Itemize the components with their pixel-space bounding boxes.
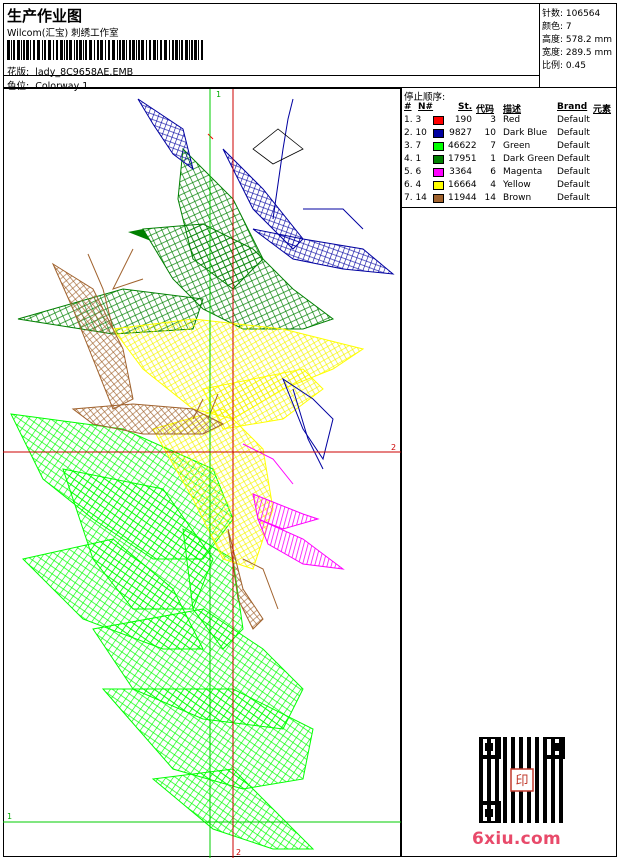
stop-desc: Brown (503, 193, 532, 203)
stop-num: 6. 4 (404, 180, 422, 190)
qr-center-badge: 印 (515, 774, 528, 789)
col-header-num: # (404, 102, 412, 112)
stop-brand: Default (557, 115, 590, 125)
stop-code: 6 (490, 167, 496, 177)
stop-row: 5. 6 3364 6 Magenta Default (402, 167, 618, 180)
color-swatch (433, 194, 444, 203)
page-title: 生产作业图 (7, 7, 83, 25)
stop-stitches: 11944 (448, 193, 477, 203)
stop-brand: Default (557, 154, 590, 164)
stop-num: 4. 1 (404, 154, 422, 164)
stop-num: 3. 7 (404, 141, 422, 151)
stop-stitches: 3364 (449, 167, 472, 177)
axis-label-green-left: 1 (7, 812, 13, 821)
stop-row: 4. 1 17951 1 Dark Green Default (402, 154, 618, 167)
color-swatch (433, 129, 444, 138)
stop-code: 3 (490, 115, 496, 125)
embroidery-design-canvas: 1 1 2 2 (3, 88, 401, 858)
stop-brand: Default (557, 141, 590, 151)
stop-row: 3. 7 46622 7 Green Default (402, 141, 618, 154)
axis-label-green-top: 1 (216, 90, 222, 99)
stop-sequence-title: 停止顺序: (404, 92, 446, 103)
col-header-needle: N# (418, 102, 434, 112)
stop-row: 6. 4 16664 4 Yellow Default (402, 180, 618, 193)
color-count: 颜色: 7 (542, 22, 572, 32)
stop-row: 2. 10 9827 10 Dark Blue Default (402, 128, 618, 141)
col-header-stitches: St. (458, 102, 473, 112)
production-worksheet (3, 3, 617, 857)
col-header-element: 元素 (593, 105, 612, 115)
stitch-count: 针数: 106564 (542, 9, 601, 19)
header-divider (3, 75, 540, 76)
stop-num: 5. 6 (404, 167, 422, 177)
design-height: 高度: 578.2 mm (542, 35, 613, 45)
stop-num: 2. 10 (404, 128, 427, 138)
color-swatch (433, 168, 444, 177)
axis-label-red-right: 2 (391, 443, 397, 452)
qr-code: 印 (479, 737, 565, 823)
color-swatch (433, 155, 444, 164)
design-width: 宽度: 289.5 mm (542, 48, 613, 58)
stop-num: 7. 14 (404, 193, 427, 203)
design-label: 花版: (7, 67, 30, 78)
design-stats-panel: 针数: 106564 颜色: 7 高度: 578.2 mm 宽度: 289.5 … (540, 3, 617, 88)
colorway-line: 色位: Colorway 1 (7, 78, 88, 92)
color-swatch (433, 181, 444, 190)
brown-branch-motif (51, 248, 279, 630)
color-swatch (433, 116, 444, 125)
stop-stitches: 46622 (448, 141, 477, 151)
stop-brand: Default (557, 167, 590, 177)
stop-desc: Magenta (503, 167, 543, 177)
dark-green-bird-motif (17, 147, 335, 335)
col-header-brand: Brand (557, 102, 588, 112)
design-file-name: lady_8C9658AE.EMB (35, 67, 134, 78)
design-scale: 比例: 0.45 (542, 61, 586, 71)
stop-code: 7 (490, 141, 496, 151)
stop-stitches: 190 (454, 115, 472, 125)
watermark-logo: 6xiu.com (472, 829, 562, 849)
stop-sequence-table: 停止顺序: # N# St. 代码 描述 Brand 元素 1. 3 190 3… (401, 88, 617, 208)
stop-stitches: 16664 (448, 180, 477, 190)
stop-desc: Green (503, 141, 531, 151)
stop-stitches: 17951 (448, 154, 477, 164)
stop-brand: Default (557, 193, 590, 203)
embroidery-preview (3, 89, 401, 858)
colorway-label: 色位: (7, 81, 30, 92)
stop-desc: Yellow (503, 180, 531, 190)
dark-blue-flower-motif (137, 98, 395, 470)
company-name: Wilcom(汇宝) 刺绣工作室 (7, 28, 119, 39)
stop-row: 1. 3 190 3 Red Default (402, 115, 618, 128)
barcode-image (7, 40, 203, 60)
blank-side-panel (401, 208, 617, 857)
stop-row: 7. 14 11944 14 Brown Default (402, 193, 618, 206)
stop-desc: Dark Blue (503, 128, 548, 138)
stop-code: 14 (484, 193, 496, 203)
stop-code: 4 (490, 180, 496, 190)
col-header-code: 代码 (476, 105, 495, 115)
stop-num: 1. 3 (404, 115, 422, 125)
colorway-value: Colorway 1 (35, 81, 89, 92)
header-info-panel: 生产作业图 Wilcom(汇宝) 刺绣工作室 花版: lady_8C9658AE.… (3, 3, 540, 92)
design-file-line: 花版: lady_8C9658AE.EMB (7, 64, 133, 78)
axis-label-red-bottom: 2 (236, 848, 242, 857)
magenta-petal-motif (242, 443, 345, 570)
stop-brand: Default (557, 128, 590, 138)
stop-desc: Red (503, 115, 521, 125)
stop-code: 1 (490, 154, 496, 164)
stop-desc: Dark Green (503, 154, 555, 164)
stop-stitches: 9827 (449, 128, 472, 138)
stop-code: 10 (484, 128, 496, 138)
col-header-desc: 描述 (503, 105, 522, 115)
stop-brand: Default (557, 180, 590, 190)
color-swatch (433, 142, 444, 151)
